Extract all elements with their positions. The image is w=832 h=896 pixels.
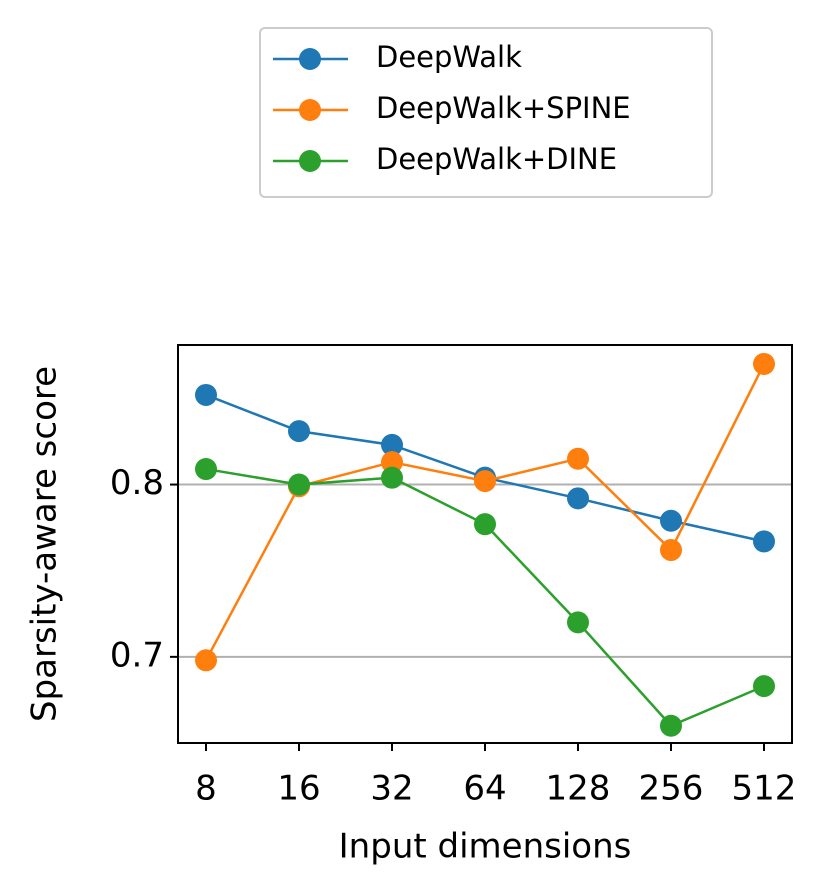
point — [381, 433, 403, 456]
point — [753, 352, 775, 375]
x-tick-label: 128 — [546, 769, 611, 809]
x-axis-label: Input dimensions — [339, 827, 632, 867]
x-tick-label: 32 — [370, 769, 413, 809]
point — [474, 470, 496, 493]
point — [195, 383, 217, 406]
point — [381, 451, 403, 474]
x-tick-label: 256 — [639, 769, 704, 809]
legend-label: DeepWalk+DINE — [376, 142, 617, 176]
y-axis-label: Sparsity-aware score — [25, 366, 65, 722]
point — [567, 487, 589, 510]
point — [195, 649, 217, 672]
point — [195, 458, 217, 481]
point — [474, 513, 496, 536]
x-tick-label: 64 — [463, 769, 506, 809]
x-tick-label: 512 — [732, 769, 797, 809]
point — [660, 509, 682, 532]
point — [660, 539, 682, 562]
x-tick-label: 16 — [277, 769, 320, 809]
point — [381, 466, 403, 489]
plot-frame — [177, 344, 793, 744]
series-line — [204, 363, 766, 661]
point — [753, 675, 775, 698]
legend-label: DeepWalk+SPINE — [376, 91, 631, 125]
point — [288, 473, 310, 496]
x-tick-label: 8 — [195, 769, 217, 809]
legend-box — [259, 27, 713, 198]
legend-marker — [299, 150, 321, 172]
legend-marker — [299, 48, 321, 70]
point — [660, 714, 682, 737]
y-tick-label: 0.7 — [110, 635, 164, 675]
series-line — [205, 467, 765, 728]
y-tick-label: 0.8 — [110, 463, 164, 503]
point — [567, 447, 589, 470]
legend-marker — [299, 99, 321, 121]
point — [753, 530, 775, 553]
point — [288, 420, 310, 443]
legend-label: DeepWalk — [376, 40, 522, 74]
point — [567, 611, 589, 634]
